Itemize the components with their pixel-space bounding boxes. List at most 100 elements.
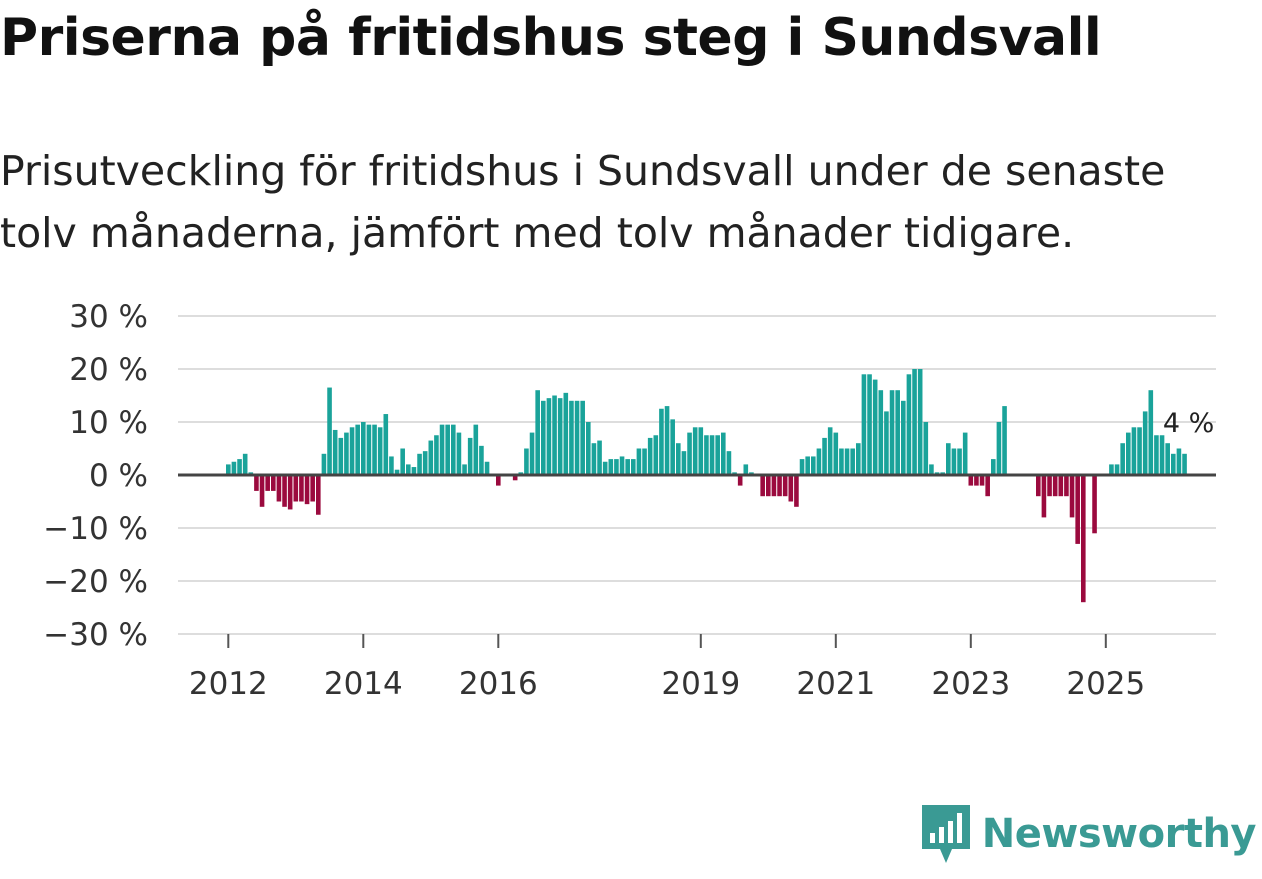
bar (1064, 475, 1069, 497)
bar (242, 453, 248, 475)
bar (321, 453, 327, 475)
bar (344, 432, 349, 475)
bar (597, 440, 602, 475)
bar (535, 390, 540, 475)
bar (1114, 464, 1120, 475)
bar (996, 422, 1002, 475)
bar (1131, 427, 1137, 475)
bar (951, 448, 957, 475)
bar (709, 435, 715, 475)
bar (422, 451, 428, 475)
bar (231, 461, 237, 475)
last-value-label: 4 % (1163, 408, 1214, 439)
bar (563, 392, 569, 475)
bar (681, 451, 687, 475)
bar (822, 437, 827, 475)
bar (614, 459, 619, 475)
bar (811, 456, 816, 475)
bar (1069, 475, 1075, 518)
bar (912, 369, 917, 475)
chart-subtitle: Prisutveckling för fritidshus i Sundsval… (0, 147, 1166, 257)
bar (271, 475, 276, 491)
bar (299, 475, 304, 502)
bar (541, 400, 546, 475)
bar (546, 398, 552, 475)
bar (1120, 443, 1125, 475)
bar (636, 448, 642, 475)
bar (524, 448, 529, 475)
bar (439, 424, 445, 475)
bar (861, 374, 867, 475)
bar (872, 379, 878, 475)
bar (462, 464, 467, 475)
bar (906, 374, 912, 475)
bar (957, 448, 962, 475)
bar (332, 429, 338, 475)
bar (670, 419, 675, 475)
bar (394, 469, 400, 475)
bar (664, 406, 670, 475)
bar (923, 422, 929, 475)
bar (631, 459, 636, 475)
bar (608, 459, 614, 475)
bar (366, 424, 372, 475)
bar (895, 390, 900, 475)
bar (1142, 411, 1148, 475)
bar (451, 424, 456, 475)
bar (259, 475, 265, 507)
newsworthy-logo-icon (921, 805, 970, 863)
bar (557, 398, 563, 475)
bar (917, 369, 923, 475)
bar (1081, 475, 1086, 603)
bar (833, 432, 839, 475)
y-tick-label: 10 % (69, 405, 148, 441)
bar (586, 422, 591, 475)
bar (1109, 464, 1114, 475)
bar (1047, 475, 1052, 497)
bar (1052, 475, 1058, 497)
bar (771, 475, 777, 497)
bar (1126, 432, 1131, 475)
bar (389, 456, 394, 475)
bar (856, 443, 861, 475)
bar (316, 475, 321, 515)
bar (721, 432, 726, 475)
bar (625, 459, 630, 475)
bar (406, 464, 411, 475)
bar (642, 448, 647, 475)
bar (327, 387, 332, 475)
bar (777, 475, 782, 497)
bar (1036, 475, 1041, 497)
bar (355, 424, 360, 475)
bar (467, 437, 473, 475)
bar (653, 435, 659, 475)
bar (1002, 406, 1007, 475)
bar (619, 456, 625, 475)
bar (799, 459, 805, 475)
bar (884, 411, 889, 475)
brand-logo: Newsworthy (920, 803, 1257, 865)
bar (805, 456, 810, 475)
bar (484, 461, 490, 475)
bar (580, 400, 585, 475)
y-tick-label: 20 % (69, 352, 148, 388)
bar (867, 374, 872, 475)
bar (1165, 443, 1170, 475)
bar (1182, 453, 1187, 475)
bar (552, 395, 557, 475)
x-tick-label: 2021 (796, 666, 875, 702)
y-tick-label: −20 % (43, 564, 148, 600)
bar (743, 464, 749, 475)
bar (1159, 435, 1165, 475)
x-tick-label: 2019 (661, 666, 740, 702)
bar (698, 427, 704, 475)
y-axis: 30 % 20 % 10 % 0 % −10 % −20 % −30 % (43, 299, 148, 653)
bar (1171, 453, 1176, 475)
bar (1148, 390, 1154, 475)
bar (372, 424, 377, 475)
bar (979, 475, 985, 486)
bar (265, 475, 270, 491)
bar (1075, 475, 1080, 544)
bar (647, 437, 653, 475)
bar (237, 459, 242, 475)
